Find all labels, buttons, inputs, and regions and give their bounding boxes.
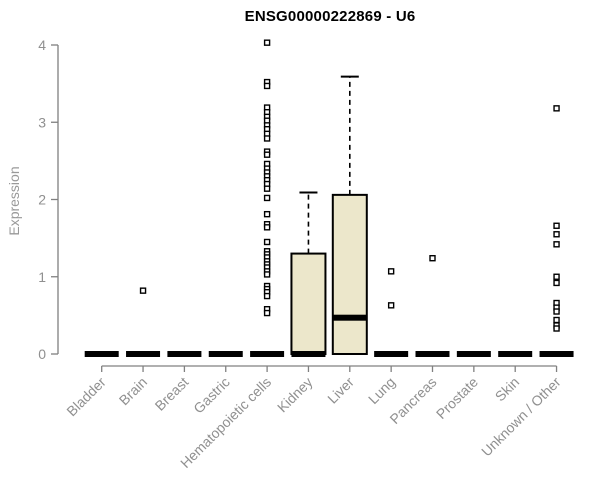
outlier-point-unknown-other <box>553 325 560 332</box>
y-tick-label: 1 <box>38 269 46 285</box>
x-category-label: Brain <box>116 374 150 408</box>
outlier-point-unknown-other <box>553 273 560 280</box>
box-kidney <box>290 252 327 355</box>
collapsed-box-brain <box>126 351 161 357</box>
outlier-point-hematopoietic-cells <box>263 224 271 231</box>
y-tick-label: 3 <box>38 114 46 130</box>
outlier-point-unknown-other <box>553 241 560 248</box>
x-category-label: Lung <box>365 374 398 407</box>
collapsed-box-unknown-other <box>539 351 574 357</box>
outlier-point-lung <box>387 268 395 275</box>
outlier-point-unknown-other <box>553 308 560 315</box>
outlier-point-hematopoietic-cells <box>263 309 271 317</box>
y-tick-label: 0 <box>38 346 46 362</box>
x-category-label: Bladder <box>63 374 109 420</box>
outlier-point-lung <box>387 302 395 309</box>
outlier-point-hematopoietic-cells <box>263 135 271 142</box>
outlier-point-hematopoietic-cells <box>263 39 271 46</box>
chart-title: ENSG00000222869 - U6 <box>244 8 416 25</box>
x-category-label: Kidney <box>274 374 316 416</box>
box-liver <box>331 193 368 355</box>
x-category-label: Skin <box>492 374 523 405</box>
collapsed-box-lung <box>374 351 409 357</box>
collapsed-box-bladder <box>84 351 119 357</box>
x-category-label: Breast <box>152 374 192 414</box>
outlier-point-unknown-other <box>553 105 560 112</box>
outlier-point-hematopoietic-cells <box>263 151 271 158</box>
outlier-point-hematopoietic-cells <box>263 82 271 90</box>
x-category-label: Prostate <box>433 374 481 422</box>
median-line-liver <box>332 314 367 321</box>
outlier-point-hematopoietic-cells <box>263 292 271 300</box>
outlier-point-unknown-other <box>553 222 560 229</box>
outlier-point-hematopoietic-cells <box>263 194 271 202</box>
outlier-point-unknown-other <box>553 316 560 324</box>
outlier-point-hematopoietic-cells <box>263 238 271 246</box>
outlier-point-unknown-other <box>553 231 560 238</box>
collapsed-box-gastric <box>208 351 243 357</box>
collapsed-box-breast <box>167 351 202 357</box>
outlier-point-brain <box>139 287 147 294</box>
outlier-point-hematopoietic-cells <box>263 185 271 192</box>
collapsed-box-skin <box>498 351 533 357</box>
x-category-label: Liver <box>324 374 357 407</box>
collapsed-box-pancreas <box>415 351 450 357</box>
collapsed-box-hematopoietic-cells <box>250 351 285 357</box>
median-line-kidney <box>291 351 326 357</box>
outlier-point-unknown-other <box>553 279 560 287</box>
outlier-point-hematopoietic-cells <box>263 271 271 278</box>
y-tick-label: 4 <box>38 37 46 53</box>
y-tick-label: 2 <box>38 192 46 208</box>
outlier-point-hematopoietic-cells <box>263 210 271 218</box>
outlier-point-pancreas <box>429 255 436 262</box>
collapsed-box-prostate <box>456 351 491 357</box>
